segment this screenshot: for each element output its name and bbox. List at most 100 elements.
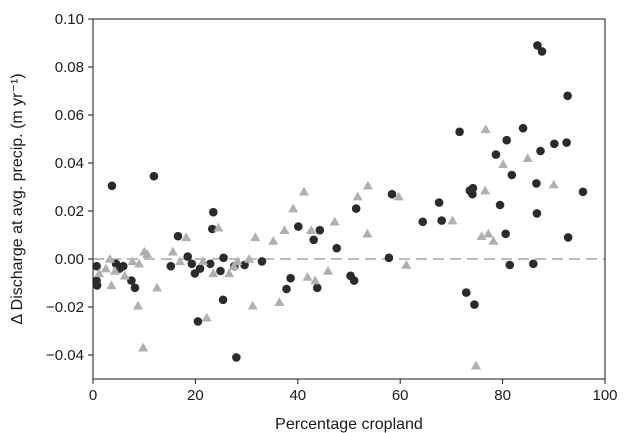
y-tick-label: 0.10 [55, 11, 84, 28]
y-tick-label: 0.08 [55, 59, 84, 76]
data-point-circle [219, 296, 228, 305]
data-point-circle [533, 209, 542, 218]
data-point-circle [492, 150, 501, 159]
data-point-circle [418, 218, 427, 227]
data-point-circle [93, 281, 102, 290]
data-point-triangle [323, 266, 333, 275]
data-point-circle [508, 171, 517, 180]
data-point-triangle [274, 297, 284, 306]
data-point-triangle [330, 217, 340, 226]
data-point-circle [294, 222, 303, 231]
x-tick-label: 20 [187, 387, 204, 404]
data-point-triangle [303, 272, 313, 281]
data-point-triangle [549, 180, 559, 189]
data-point-triangle [168, 247, 178, 256]
data-point-circle [316, 226, 325, 235]
data-point-circle [188, 260, 197, 269]
data-point-triangle [363, 181, 373, 190]
axes: 0 20 40 60 80 100 −0.04 −0.02 0.00 0.02 0.04 0.06 0.… [46, 11, 617, 404]
data-point-circle [219, 253, 228, 262]
data-point-triangle [481, 124, 491, 133]
data-point-triangle [232, 256, 242, 265]
data-point-triangle [250, 232, 260, 241]
data-point-triangle [127, 256, 137, 265]
data-point-circle [167, 262, 176, 271]
data-point-circle [563, 92, 572, 101]
data-point-circle [183, 252, 192, 261]
data-point-circle [529, 260, 538, 269]
data-point-triangle [362, 229, 372, 238]
data-point-circle [209, 208, 218, 217]
data-point-circle [385, 253, 394, 262]
data-point-circle [131, 284, 140, 293]
plot-area [92, 41, 605, 369]
data-point-circle [462, 288, 471, 297]
data-point-triangle [198, 256, 208, 265]
data-point-triangle [152, 283, 162, 292]
data-point-circle [286, 274, 295, 283]
y-axis-label: Δ Discharge at avg. precip. (m yr⁻¹) [9, 73, 26, 324]
data-point-circle [505, 261, 514, 270]
data-point-circle [536, 147, 545, 156]
data-point-triangle [288, 204, 298, 213]
data-point-triangle [471, 361, 481, 370]
y-tick-label: −0.04 [46, 347, 84, 364]
x-axis-label: Percentage cropland [275, 416, 423, 433]
data-point-circle [108, 182, 117, 191]
data-point-circle [538, 47, 547, 56]
data-point-triangle [202, 313, 212, 322]
data-point-triangle [106, 280, 116, 289]
data-point-triangle [138, 343, 148, 352]
data-point-triangle [248, 301, 258, 310]
y-tick-label: 0.04 [55, 155, 84, 172]
data-point-circle [309, 236, 318, 245]
data-point-triangle [523, 153, 533, 162]
data-point-circle [174, 232, 183, 241]
data-point-triangle [279, 225, 289, 234]
data-point-triangle [306, 225, 316, 234]
data-point-circle [282, 285, 291, 294]
data-point-circle [579, 188, 588, 197]
data-point-circle [196, 264, 205, 273]
data-point-triangle [175, 256, 185, 265]
data-point-triangle [401, 260, 411, 269]
data-point-circle [388, 190, 397, 199]
x-tick-label: 100 [592, 387, 617, 404]
data-point-circle [194, 317, 203, 326]
y-tick-label: 0.06 [55, 107, 84, 124]
data-point-circle [562, 138, 571, 147]
data-point-circle [313, 284, 322, 293]
data-point-circle [501, 230, 510, 239]
data-point-circle [258, 257, 267, 266]
data-point-triangle [498, 159, 508, 168]
x-tick-label: 0 [89, 387, 97, 404]
data-point-triangle [133, 301, 143, 310]
data-point-circle [564, 233, 573, 242]
data-point-circle [437, 216, 446, 225]
data-point-triangle [447, 216, 457, 225]
data-point-circle [496, 201, 505, 210]
data-point-circle [332, 244, 341, 253]
data-point-circle [232, 353, 241, 362]
data-point-circle [519, 124, 528, 133]
data-point-triangle [101, 264, 111, 273]
data-point-circle [435, 198, 444, 207]
y-tick-label: 0.02 [55, 203, 84, 220]
data-point-circle [216, 267, 225, 276]
data-point-circle [470, 300, 479, 309]
plot-frame [93, 19, 605, 379]
y-tick-label: 0.00 [55, 251, 84, 268]
data-point-circle [455, 128, 464, 137]
y-tick-label: −0.02 [46, 299, 84, 316]
data-point-circle [532, 179, 541, 188]
data-point-circle [550, 140, 559, 149]
data-point-triangle [483, 229, 493, 238]
data-point-circle [352, 204, 361, 213]
x-tick-label: 40 [289, 387, 306, 404]
x-tick-label: 80 [494, 387, 511, 404]
data-point-triangle [353, 192, 363, 201]
data-point-triangle [181, 232, 191, 241]
x-tick-label: 60 [392, 387, 409, 404]
data-point-triangle [299, 187, 309, 196]
